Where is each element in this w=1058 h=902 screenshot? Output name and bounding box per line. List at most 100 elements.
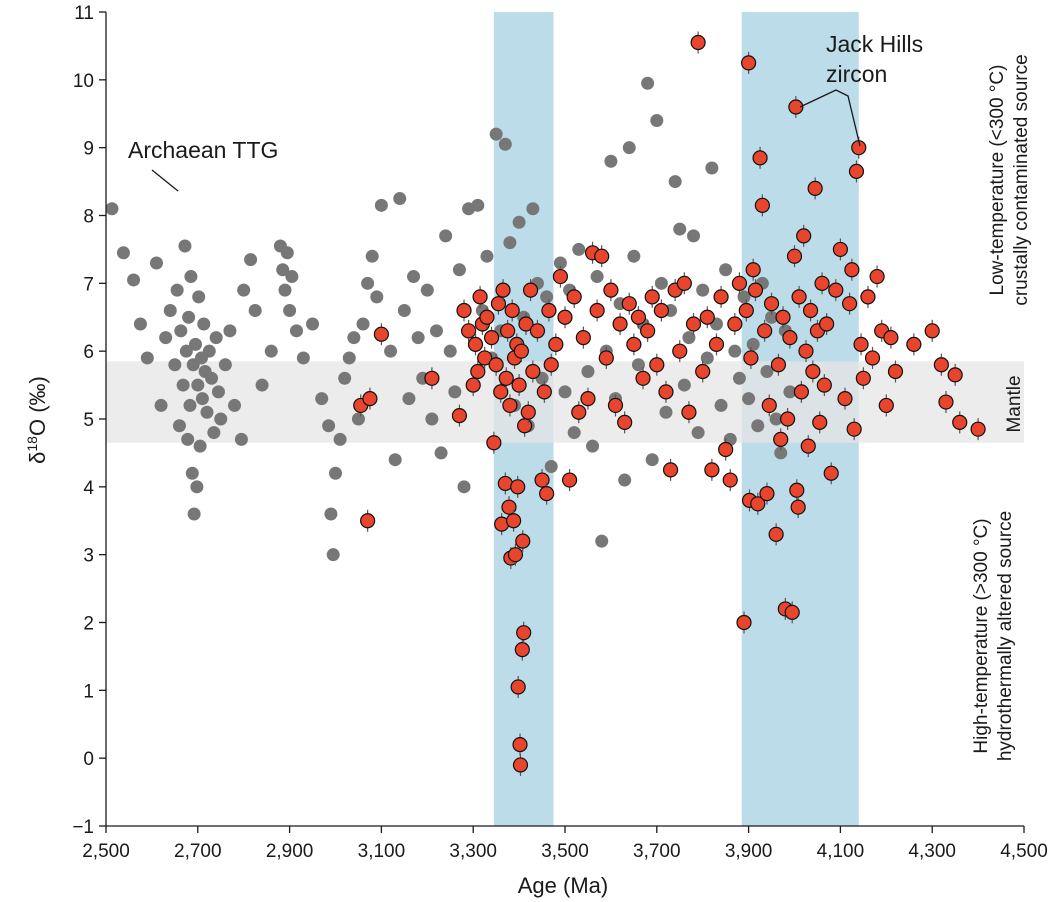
zircon-point (713, 289, 729, 305)
y-tick-label: 7 (83, 274, 94, 295)
y-ticks: −1 0 1 2 3 4 5 6 7 8 9 10 11 (72, 3, 106, 838)
x-tick-label: 3,500 (541, 841, 589, 862)
jack-hills-annotation-line2: zircon (826, 61, 887, 87)
zircon-point (571, 404, 587, 420)
ttg-point (572, 242, 586, 256)
ttg-point (209, 331, 223, 345)
ttg-point (168, 358, 182, 372)
ttg-point (388, 453, 402, 467)
ttg-point (223, 324, 237, 338)
ttg-point (654, 276, 668, 290)
x-tick-label: 3,900 (725, 841, 773, 862)
zircon-point (855, 370, 871, 386)
ttg-point (402, 392, 416, 406)
ttg-point (191, 378, 205, 392)
zircon-point (832, 241, 849, 258)
zircon-point (690, 34, 706, 51)
zircon-point (747, 282, 764, 298)
zircon-point (878, 397, 894, 414)
ttg-point (765, 310, 779, 324)
ttg-point (218, 358, 232, 372)
ttg-point (192, 290, 206, 304)
zircon-point (541, 302, 557, 319)
ttg-point (457, 480, 471, 494)
zircon-point (516, 625, 532, 641)
ttg-point (183, 398, 197, 412)
zircon-point (887, 363, 904, 380)
zircon-point (790, 499, 806, 515)
zircon-point (575, 330, 591, 346)
ttg-point (705, 161, 719, 175)
zircon-point (805, 363, 821, 380)
ttg-point (322, 419, 336, 433)
ttg-point (769, 412, 783, 426)
zircon-point (598, 350, 614, 366)
ttg-point (783, 385, 797, 399)
ttg-point (384, 344, 398, 358)
ttg-point (586, 439, 600, 453)
zircon-point (644, 289, 660, 305)
zircon-point (773, 431, 789, 447)
zircon-point (864, 350, 881, 366)
zircon-point (738, 302, 754, 319)
zircon-point (947, 367, 963, 383)
ttg-point (197, 317, 211, 331)
ttg-point (187, 507, 201, 521)
ttg-point (618, 473, 632, 487)
ttg-point (237, 283, 251, 297)
ttg-point (184, 270, 198, 284)
zircon-point (743, 350, 759, 366)
zircon-point (626, 336, 642, 352)
ttg-point (105, 202, 119, 216)
zircon-point (557, 309, 573, 325)
ttg-point (172, 419, 186, 433)
ttg-point (127, 273, 141, 287)
ttg-point (283, 303, 297, 317)
zircon-point (461, 323, 477, 339)
ttg-annotation: Archaean TTG (128, 137, 278, 163)
ttg-point (480, 249, 494, 263)
y-tick-label: 6 (83, 342, 94, 363)
ttg-point (326, 548, 340, 562)
y-tick-label: 8 (83, 207, 94, 228)
zircon-point (736, 614, 752, 631)
ttg-point (627, 249, 641, 263)
ttg-point (163, 303, 177, 317)
ttg-point (760, 365, 774, 379)
ttg-point (351, 412, 365, 426)
ttg-point (498, 137, 512, 151)
zircon-point (525, 363, 541, 380)
zircon-point (763, 296, 780, 312)
zircon-point (844, 262, 860, 278)
zircon-point (853, 336, 869, 352)
ttg-point (471, 198, 485, 212)
zircon-point (793, 384, 809, 400)
zircon-point (658, 384, 674, 400)
ttg-point (650, 114, 664, 128)
jack-hills-leader-line (799, 89, 861, 147)
ttg-point (397, 303, 411, 317)
zircon-point (860, 289, 876, 305)
zircon-point (640, 323, 656, 339)
zircon-point (924, 323, 940, 339)
y-tick-label: 11 (74, 3, 94, 24)
y-axis-title: δ18O (‰) (24, 376, 50, 464)
ttg-leader-line (151, 169, 179, 192)
zircon-point (662, 462, 679, 478)
zircon-point (493, 384, 509, 400)
zircon-point (970, 421, 986, 437)
ttg-point (248, 303, 262, 317)
zircon-point (495, 282, 511, 298)
high-temp-label-line2: hydrothermally altered source (995, 511, 1016, 761)
ttg-point (149, 256, 163, 270)
ttg-point (278, 283, 292, 297)
ttg-point (682, 331, 696, 345)
x-tick-label: 4,100 (817, 841, 865, 862)
zircon-point (500, 323, 516, 339)
zircon-point (580, 391, 596, 407)
zircon-point (498, 370, 514, 386)
zircon-point (819, 316, 835, 332)
x-tick-label: 2,900 (266, 841, 314, 862)
ttg-point (176, 378, 190, 392)
x-tick-label: 3,100 (358, 841, 406, 862)
